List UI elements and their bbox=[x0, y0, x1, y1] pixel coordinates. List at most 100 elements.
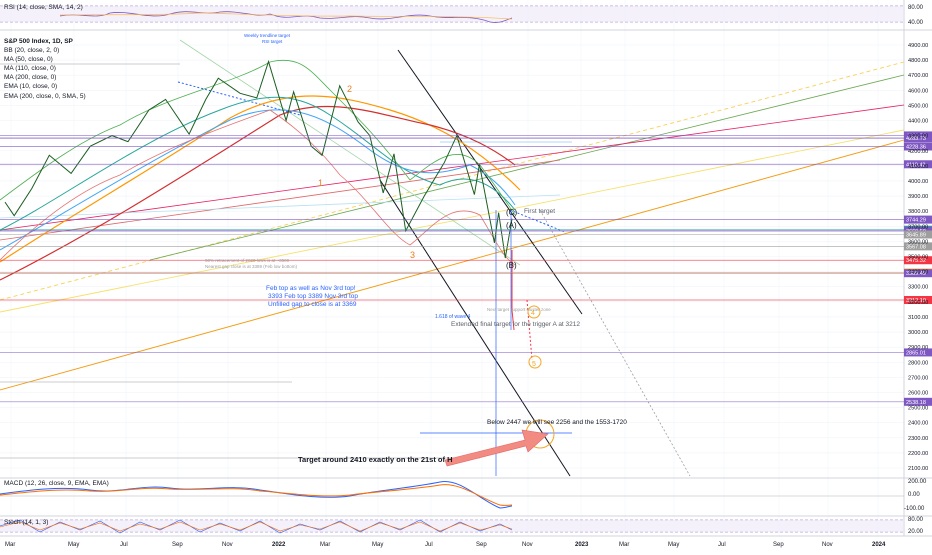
price-badge bbox=[904, 269, 932, 278]
x-tick-label: Nov bbox=[222, 542, 233, 548]
ma-teal bbox=[0, 96, 516, 231]
y-tick-label: 4800.00 bbox=[908, 58, 928, 64]
price-badge bbox=[904, 295, 932, 304]
y-tick-label: 2300.00 bbox=[908, 436, 928, 442]
bb-lower bbox=[0, 109, 516, 266]
bb-upper bbox=[0, 60, 516, 216]
y-tick-label: 2100.00 bbox=[908, 466, 928, 472]
macd-label: MACD (12, 26, close, 9, EMA, EMA) bbox=[4, 480, 109, 487]
x-tick-label: 2023 bbox=[575, 542, 589, 548]
annotation-gap: Unfilled gap to close is at 3369 bbox=[268, 301, 357, 308]
legend-ma200[interactable]: MA (200, close, 0) bbox=[4, 74, 57, 82]
legend-bb[interactable]: BB (20, close, 2, 0) bbox=[4, 47, 60, 55]
legend-ema200[interactable]: EMA (200, close, 0, SMA, 5) bbox=[4, 92, 86, 100]
y-tick-label: 2400.00 bbox=[908, 421, 928, 427]
wave-label-c: (C) bbox=[506, 208, 517, 217]
legend-ema10[interactable]: EMA (10, close, 0) bbox=[4, 83, 58, 91]
chart-title[interactable]: S&P 500 Index, 1D, SP bbox=[4, 38, 73, 45]
price-badge bbox=[904, 242, 932, 251]
trendline-orange bbox=[0, 139, 905, 391]
y-tick-label: 3600.00 bbox=[908, 239, 928, 245]
annotation-below-2447: Below 2447 we will see 2256 and the 1553… bbox=[487, 419, 627, 426]
ma-blue bbox=[0, 109, 516, 251]
price-badge-label: 3475.32 bbox=[906, 258, 926, 264]
y-tick-label: 3500.00 bbox=[908, 255, 928, 261]
price-badge-label: 3645.89 bbox=[906, 232, 926, 238]
x-tick-label: Sep bbox=[773, 542, 784, 548]
y-tick-label: 4400.00 bbox=[908, 119, 928, 125]
wave-label-a: (A) bbox=[506, 221, 517, 230]
wave-label-1: 1 bbox=[318, 178, 323, 188]
y-tick-label: 4700.00 bbox=[908, 73, 928, 79]
rsi-tick-80: 80.00 bbox=[908, 5, 924, 11]
price-badge bbox=[904, 230, 932, 239]
x-tick-label: Nov bbox=[522, 542, 533, 548]
rsi-ma bbox=[59, 12, 513, 20]
y-tick-label: 3100.00 bbox=[908, 315, 928, 321]
target-circle-5 bbox=[528, 355, 542, 369]
target-circle-4 bbox=[527, 305, 541, 319]
price-badge-label: 4283.73 bbox=[906, 136, 926, 142]
price-badge-label: 2865.01 bbox=[906, 350, 926, 356]
price-badge bbox=[904, 348, 932, 357]
projection-red bbox=[511, 250, 515, 331]
x-tick-label: Jul bbox=[120, 542, 128, 548]
trendline-dotted-blue-2 bbox=[509, 209, 566, 233]
y-tick-label: 4200.00 bbox=[908, 149, 928, 155]
channel-lower bbox=[379, 179, 571, 477]
trendline-green bbox=[149, 74, 905, 261]
y-tick-label: 4100.00 bbox=[908, 164, 928, 170]
price-badge bbox=[904, 256, 932, 265]
annotation-weekly: Weekly trendline target bbox=[244, 33, 291, 38]
y-tick-label: 2600.00 bbox=[908, 390, 928, 396]
legend-ma110[interactable]: MA (110, close, 0) bbox=[4, 65, 56, 73]
annotation-rsi-target: RSI target bbox=[262, 39, 283, 44]
annotation-feb-top: Feb top as well as Nov 3rd top! bbox=[266, 285, 356, 292]
x-tick-label: Sep bbox=[476, 542, 487, 548]
price-badge bbox=[904, 134, 932, 143]
legend-ma50[interactable]: MA (50, close, 0) bbox=[4, 56, 53, 64]
price-badge-label: 3389.49 bbox=[906, 271, 926, 277]
x-tick-label: May bbox=[668, 542, 679, 548]
y-tick-label: 3400.00 bbox=[908, 270, 928, 276]
wave-label-3: 3 bbox=[410, 250, 415, 260]
x-tick-label: Nov bbox=[822, 542, 833, 548]
y-tick-label: 2500.00 bbox=[908, 406, 928, 412]
macd-tick-0: 0.00 bbox=[908, 492, 920, 498]
x-tick-label: May bbox=[372, 542, 383, 548]
annotation-3393: 3393 Feb top 3389 Nov 3rd top bbox=[268, 293, 358, 300]
price-badge bbox=[904, 160, 932, 169]
annotation-nearest-gap: Nearest gap close is at 3389 (Feb low bo… bbox=[205, 264, 298, 269]
price-badge-label: 3744.29 bbox=[906, 218, 926, 224]
rsi-tick-40: 40.00 bbox=[908, 20, 924, 26]
x-tick-label: Mar bbox=[320, 542, 330, 548]
price-badge bbox=[904, 397, 932, 406]
trendline-lightblue bbox=[0, 194, 561, 219]
y-tick-label: 2200.00 bbox=[908, 451, 928, 457]
price-line bbox=[4, 59, 513, 259]
x-tick-label: Jul bbox=[718, 542, 726, 548]
price-badge-label: 4228.36 bbox=[906, 144, 926, 150]
price-badge bbox=[904, 215, 932, 224]
channel-upper bbox=[397, 49, 583, 315]
wave-label-b: (B) bbox=[506, 261, 517, 270]
trendline-pink bbox=[0, 104, 905, 231]
annotation-50-retrace: 50% retracement of 2020 lows is at ~3500 bbox=[205, 258, 290, 263]
stoch-label: Stoch (14, 1, 3) bbox=[4, 519, 48, 526]
x-tick-label: May bbox=[68, 542, 79, 548]
annotation-target-2410: Target around 2410 exactly on the 21st o… bbox=[298, 455, 453, 464]
wave-label-2: 2 bbox=[347, 84, 352, 94]
arrow-big bbox=[444, 429, 549, 467]
rsi-label: RSI (14, close, SMA, 14, 2) bbox=[4, 4, 83, 11]
annotation-cluster: Next target support cluster zone bbox=[487, 307, 551, 312]
macd-signal bbox=[0, 484, 513, 506]
x-tick-label: Mar bbox=[5, 542, 15, 548]
y-tick-label: 4300.00 bbox=[908, 134, 928, 140]
price-badge-label: 4110.42 bbox=[906, 162, 925, 168]
y-tick-label: 3000.00 bbox=[908, 330, 928, 336]
price-badge-label: 3212.10 bbox=[906, 298, 926, 304]
y-tick-label: 4900.00 bbox=[908, 43, 928, 49]
y-tick-label: 2900.00 bbox=[908, 345, 928, 351]
price-badge-label: 2538.18 bbox=[906, 400, 926, 406]
